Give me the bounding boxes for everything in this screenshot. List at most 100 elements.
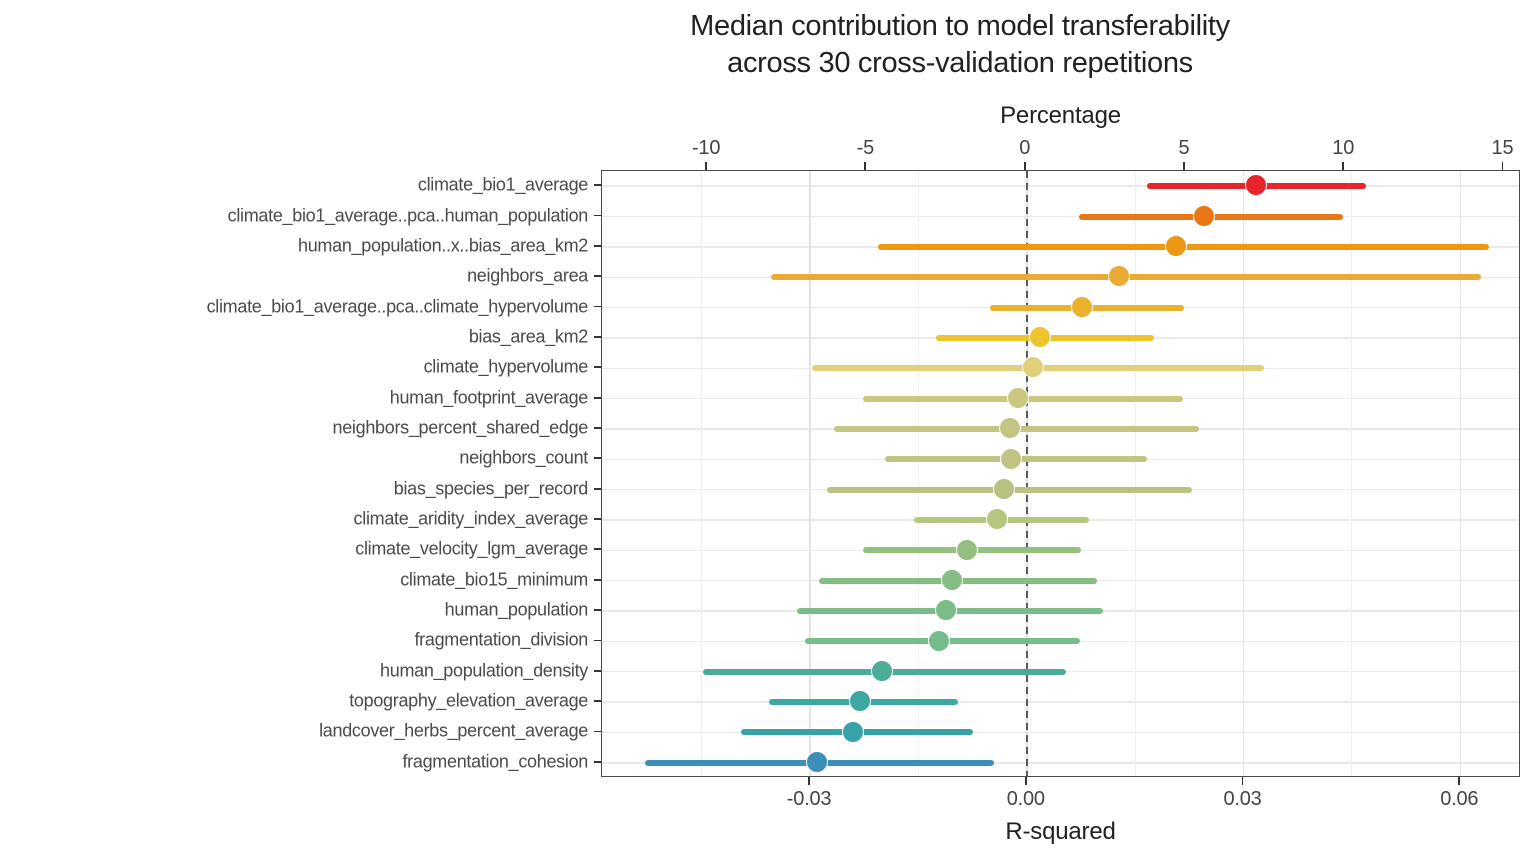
plot-panel <box>601 170 1520 777</box>
y-axis-tick <box>594 669 601 672</box>
gridline-horizontal <box>602 215 1519 218</box>
y-axis-tick <box>594 548 601 551</box>
y-axis-tick <box>594 578 601 581</box>
category-label: landcover_herbs_percent_average <box>319 720 588 741</box>
y-axis-tick <box>594 730 601 733</box>
category-label: climate_bio1_average..pca..human_populat… <box>227 205 589 226</box>
y-axis-tick <box>594 760 601 763</box>
median-dot <box>986 508 1009 531</box>
gridline-vertical-major <box>809 171 811 776</box>
top-axis-tick <box>864 162 867 170</box>
y-axis-tick <box>594 639 601 642</box>
median-dot <box>955 538 978 561</box>
gridline-vertical-minor <box>1134 171 1136 776</box>
top-axis-tick <box>1342 162 1345 170</box>
bottom-axis-tick-label: 0.06 <box>1440 788 1479 810</box>
y-axis-tick <box>594 366 601 369</box>
median-dot <box>871 659 894 682</box>
bottom-axis-tick <box>808 777 810 785</box>
category-label: climate_aridity_index_average <box>353 508 589 529</box>
bottom-axis-tick <box>1241 777 1244 785</box>
y-axis-tick <box>594 305 601 308</box>
y-axis-tick <box>594 244 601 247</box>
top-axis-tick-label: 10 <box>1332 137 1355 159</box>
category-label: human_population <box>444 599 589 620</box>
median-dot <box>941 568 964 591</box>
median-dot <box>1007 386 1030 409</box>
median-dot <box>1070 295 1093 318</box>
category-label: human_footprint_average <box>389 387 589 408</box>
median-dot <box>1029 326 1052 349</box>
y-axis-tick <box>594 457 601 460</box>
category-label: climate_hypervolume <box>423 356 589 377</box>
gridline-horizontal <box>602 185 1519 187</box>
bottom-axis-tick-label: -0.03 <box>786 788 832 810</box>
bottom-axis-title: R-squared <box>1005 818 1116 845</box>
category-label: neighbors_area <box>467 265 588 286</box>
top-axis-tick-label: 0 <box>1019 137 1031 159</box>
median-dot <box>934 599 957 622</box>
category-label: bias_species_per_record <box>393 478 589 499</box>
bottom-axis-tick-label: 0.00 <box>1006 788 1045 810</box>
median-dot <box>848 690 871 713</box>
category-label: climate_bio15_minimum <box>400 569 588 590</box>
y-axis-tick <box>594 275 601 278</box>
chart-title-line1: Median contribution to model transferabi… <box>690 10 1230 42</box>
median-dot <box>806 751 829 774</box>
bottom-axis-tick <box>1458 777 1461 785</box>
top-axis-tick <box>1501 162 1504 170</box>
median-dot <box>993 477 1016 500</box>
gridline-horizontal <box>602 762 1519 764</box>
category-label: climate_velocity_lgm_average <box>355 538 588 559</box>
median-dot <box>999 417 1022 440</box>
median-dot <box>999 447 1022 470</box>
category-label: fragmentation_cohesion <box>402 751 588 772</box>
chart-title-line2: across 30 cross-validation repetitions <box>727 47 1193 79</box>
category-label: human_population..x..bias_area_km2 <box>298 235 588 256</box>
category-label: climate_bio1_average <box>417 174 588 195</box>
category-label: human_population_density <box>380 660 588 681</box>
y-axis-tick <box>594 609 601 611</box>
top-axis-tick-label: 15 <box>1491 137 1514 159</box>
category-label: neighbors_percent_shared_edge <box>332 417 588 438</box>
category-label: fragmentation_division <box>414 629 588 650</box>
y-axis-tick <box>594 700 601 703</box>
y-axis-tick <box>594 518 601 520</box>
top-axis-tick <box>705 162 708 170</box>
gridline-vertical-major <box>1459 171 1461 776</box>
median-dot <box>1164 235 1187 258</box>
category-label: bias_area_km2 <box>468 326 588 347</box>
top-axis-tick-label: 5 <box>1178 137 1190 159</box>
category-label: climate_bio1_average..pca..climate_hyper… <box>206 296 589 317</box>
y-axis-tick <box>594 427 601 429</box>
top-axis-title: Percentage <box>1000 102 1121 129</box>
top-axis-tick <box>1023 162 1026 170</box>
bottom-axis-tick-label: 0.03 <box>1223 788 1262 810</box>
category-label: neighbors_count <box>459 447 588 468</box>
median-dot <box>928 629 951 652</box>
top-axis-tick <box>1183 162 1185 170</box>
top-axis-tick-label: -5 <box>856 137 875 159</box>
gridline-vertical-major <box>1242 171 1245 776</box>
chart-title: Median contribution to model transferabi… <box>384 8 1536 82</box>
median-dot <box>842 720 865 743</box>
zero-reference-line <box>1025 171 1028 776</box>
bottom-axis-tick <box>1024 777 1027 785</box>
gridline-vertical-minor <box>1351 171 1353 776</box>
gridline-vertical-minor <box>917 171 919 776</box>
gridline-horizontal <box>602 731 1519 734</box>
gridline-vertical-minor <box>701 171 703 776</box>
y-axis-tick <box>594 396 601 399</box>
gridline-horizontal <box>602 701 1519 703</box>
y-axis-tick <box>594 214 601 217</box>
y-axis-tick <box>594 487 601 490</box>
top-axis-tick-label: -10 <box>691 137 721 159</box>
category-label: topography_elevation_average <box>349 690 588 711</box>
median-dot <box>1245 174 1268 197</box>
median-dot <box>1192 204 1215 227</box>
median-dot <box>1022 356 1045 379</box>
median-dot <box>1108 265 1131 288</box>
y-axis-tick <box>594 184 601 187</box>
y-axis-tick <box>594 336 601 338</box>
